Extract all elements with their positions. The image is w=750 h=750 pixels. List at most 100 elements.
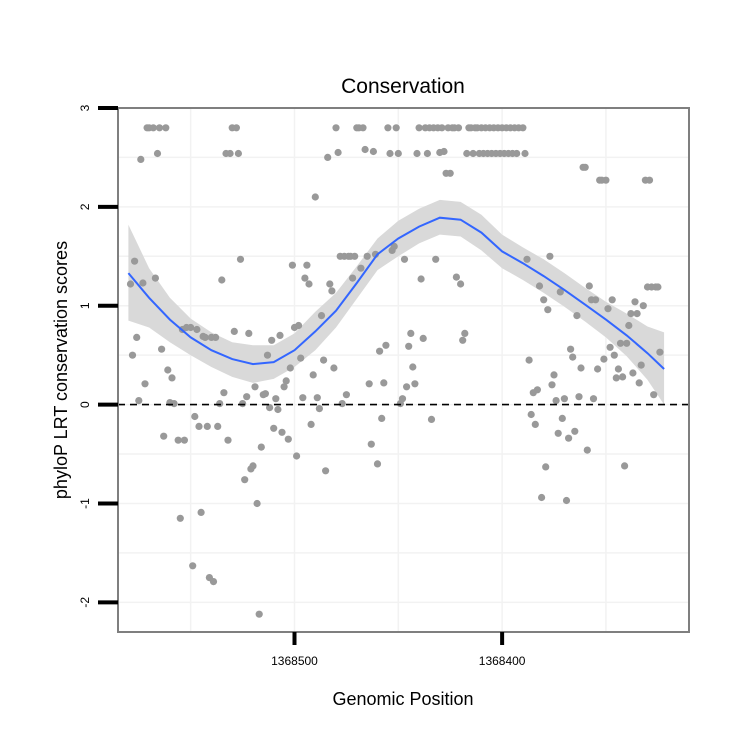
data-point [342, 391, 350, 399]
data-point [637, 361, 645, 369]
data-point [338, 400, 346, 408]
data-point [176, 514, 184, 522]
data-point [438, 124, 446, 132]
data-point [602, 176, 610, 184]
y-tick-label: -1 [78, 498, 92, 509]
data-point [239, 400, 247, 408]
data-point [386, 149, 394, 158]
data-point [174, 436, 182, 444]
data-point [245, 329, 253, 337]
data-point [203, 422, 211, 430]
data-point [224, 436, 232, 444]
data-point [195, 422, 203, 430]
data-point [419, 334, 427, 342]
data-point [311, 193, 319, 201]
data-point [552, 397, 560, 405]
data-point [220, 389, 228, 397]
data-point [330, 364, 338, 372]
data-point [197, 508, 205, 516]
data-point [398, 395, 407, 403]
x-axis-label: Genomic Position [332, 689, 473, 709]
data-point [301, 274, 309, 282]
data-point [614, 365, 623, 373]
data-point [585, 282, 593, 290]
data-point [531, 420, 539, 428]
data-point [128, 351, 137, 359]
data-point [400, 255, 409, 263]
data-point [606, 343, 614, 351]
data-point [149, 124, 157, 132]
data-points [126, 124, 664, 618]
data-point [351, 252, 359, 260]
data-point [253, 499, 261, 508]
data-point [272, 395, 280, 403]
data-point [556, 288, 564, 296]
data-point [234, 149, 242, 158]
data-point [266, 404, 274, 412]
y-tick-label: 0 [78, 401, 92, 408]
data-point [270, 424, 278, 432]
data-point [378, 414, 386, 422]
y-tick-label: 1 [78, 302, 92, 309]
data-point [241, 476, 249, 484]
data-point [608, 296, 616, 304]
data-point [629, 369, 637, 377]
data-point [307, 420, 315, 428]
data-point [631, 298, 639, 306]
x-tick-label: 1368500 [271, 654, 318, 668]
data-point [373, 460, 382, 468]
data-point [548, 381, 556, 389]
data-point [317, 312, 326, 320]
data-point [558, 414, 566, 422]
data-point [226, 149, 234, 158]
data-point [577, 364, 585, 372]
data-point [158, 345, 166, 353]
data-point [571, 427, 579, 435]
data-point [131, 257, 139, 265]
data-point [654, 283, 662, 291]
data-point [280, 383, 288, 391]
data-point [216, 400, 224, 408]
y-axis-label: phyloP LRT conservation scores [51, 241, 71, 499]
data-point [562, 496, 571, 505]
data-point [600, 355, 608, 363]
data-point [560, 395, 569, 403]
data-point [212, 333, 220, 341]
data-point [573, 312, 581, 320]
data-point [604, 305, 612, 313]
data-point [293, 452, 301, 460]
data-point [612, 374, 620, 382]
data-point [452, 273, 460, 281]
data-point [567, 345, 575, 353]
data-point [282, 377, 290, 385]
data-point [569, 353, 577, 361]
data-point [367, 440, 375, 448]
data-point [243, 393, 251, 401]
data-point [288, 261, 296, 269]
data-point [137, 155, 145, 163]
data-point [193, 325, 201, 334]
data-point [365, 380, 373, 388]
data-point [625, 321, 633, 330]
data-point [326, 280, 334, 288]
data-point [461, 329, 469, 337]
data-point [249, 462, 257, 470]
data-point [191, 412, 199, 421]
data-point [440, 147, 448, 156]
data-point [315, 405, 323, 413]
panel-border [117, 107, 690, 633]
data-point [616, 339, 625, 347]
data-point [305, 280, 313, 288]
data-point [592, 296, 600, 304]
data-point [164, 366, 172, 374]
data-point [284, 435, 292, 443]
data-point [623, 339, 631, 347]
data-point [236, 255, 245, 263]
data-point [303, 261, 311, 269]
data-point [633, 310, 641, 318]
data-point [363, 252, 371, 260]
data-point [322, 467, 330, 475]
x-axis-ticks: 1368500 1368400 [271, 632, 526, 668]
data-point [409, 363, 417, 371]
data-point [546, 252, 554, 260]
